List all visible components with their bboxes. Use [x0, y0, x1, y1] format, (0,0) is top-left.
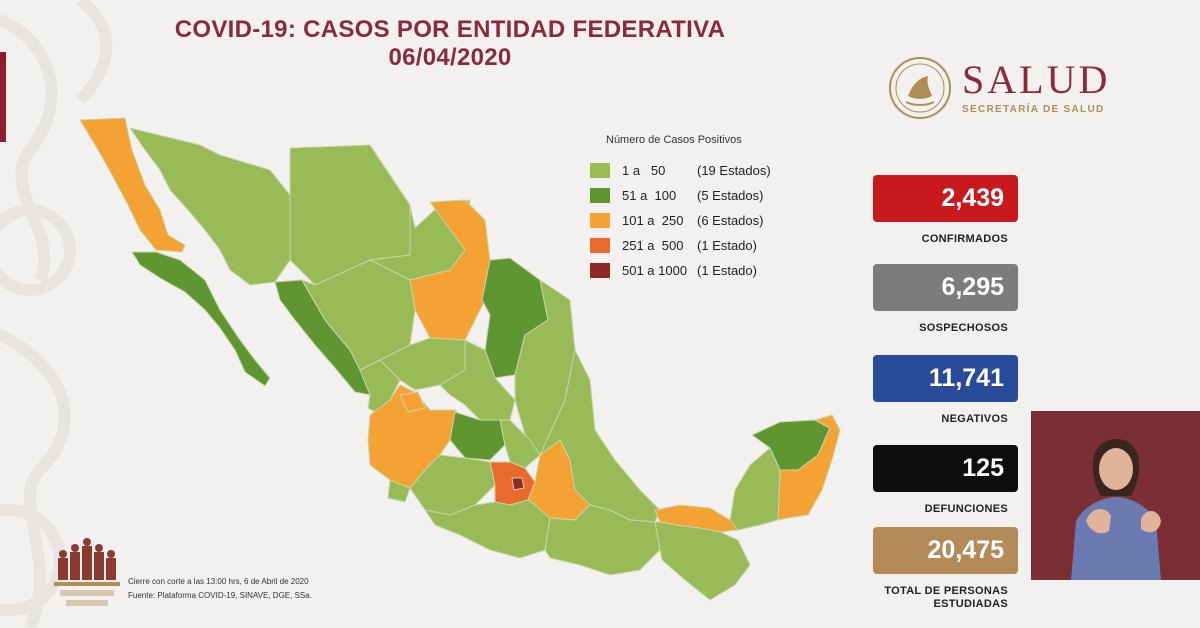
state-aguascalientes — [399, 391, 426, 413]
stat-label: TOTAL DE PERSONAS ESTUDIADAS — [873, 585, 1018, 611]
legend-range: 501 a 1000 — [622, 263, 688, 278]
stat-label-text: SOSPECHOSOS — [919, 322, 1008, 334]
legend-swatch — [590, 163, 610, 178]
stat-label-text-2: ESTUDIADAS — [933, 598, 1008, 610]
mexico-map — [79, 117, 841, 601]
stat-block: 2,439 CONFIRMADOS — [873, 175, 1018, 246]
state-campeche — [729, 447, 781, 531]
legend-swatch — [590, 213, 610, 228]
legend-title: Número de Casos Positivos — [606, 134, 742, 146]
footnote-source: Fuente: Plataforma COVID-19, SINAVE, DGE… — [128, 591, 312, 600]
stat-value: 11,741 — [873, 355, 1018, 402]
legend-item: 251 a 500 (1 Estado) — [590, 233, 820, 258]
stat-label: CONFIRMADOS — [873, 233, 1018, 246]
stat-label-text: CONFIRMADOS — [921, 233, 1008, 245]
brand-name: SALUD — [962, 57, 1111, 102]
legend-range: 51 a 100 — [622, 188, 677, 203]
state-colima — [387, 479, 411, 503]
sign-language-interpreter — [1031, 411, 1200, 580]
legend-item: 1 a 50 (19 Estados) — [590, 158, 820, 183]
page-title: COVID-19: CASOS POR ENTIDAD FEDERATIVA 0… — [150, 16, 750, 72]
legend-count: (19 Estados) — [697, 163, 771, 178]
stat-label-text: TOTAL DE PERSONAS — [884, 585, 1008, 597]
state-cdmx — [511, 477, 525, 491]
stat-block: 11,741 NEGATIVOS — [873, 355, 1018, 426]
left-accent-bar — [0, 52, 6, 142]
legend-count: (6 Estados) — [697, 213, 764, 228]
stat-label: DEFUNCIONES — [873, 503, 1018, 516]
stat-value: 125 — [873, 445, 1018, 492]
legend-swatch — [590, 238, 610, 253]
brand-subtitle: SECRETARÍA DE SALUD — [962, 104, 1105, 115]
stat-value: 2,439 — [873, 175, 1018, 222]
state-baja-california-sur — [131, 251, 271, 387]
title-line-1: COVID-19: CASOS POR ENTIDAD FEDERATIVA — [174, 16, 726, 43]
state-chiapas — [654, 521, 751, 601]
stat-block: 6,295 SOSPECHOSOS — [873, 264, 1018, 335]
stat-value: 6,295 — [873, 264, 1018, 311]
state-baja-california — [79, 117, 186, 253]
legend-item: 51 a 100 (5 Estados) — [590, 183, 820, 208]
legend-count: (5 Estados) — [697, 188, 764, 203]
map-legend: Número de Casos Positivos 1 a 50 (19 Esta… — [590, 134, 820, 283]
historical-figures-logo — [54, 538, 120, 606]
salud-logo: SALUD SECRETARÍA DE SALUD — [888, 56, 1128, 122]
legend-item: 501 a 1000 (1 Estado) — [590, 258, 820, 283]
legend-item: 101 a 250 (6 Estados) — [590, 208, 820, 233]
stat-label-text: DEFUNCIONES — [924, 503, 1008, 515]
legend-count: (1 Estado) — [697, 238, 757, 253]
stat-block: 125 DEFUNCIONES — [873, 445, 1018, 516]
title-date: 06/04/2020 — [388, 44, 512, 71]
stat-label: NEGATIVOS — [873, 413, 1018, 426]
stat-block: 20,475 TOTAL DE PERSONAS ESTUDIADAS — [873, 527, 1018, 611]
stat-label-text: NEGATIVOS — [941, 413, 1008, 425]
legend-range: 1 a 50 — [622, 163, 666, 178]
legend-swatch — [590, 188, 610, 203]
footnote: Cierre con corte a las 13:00 hrs, 6 de A… — [128, 575, 312, 603]
stat-label: SOSPECHOSOS — [873, 322, 1018, 335]
stat-value: 20,475 — [873, 527, 1018, 574]
state-guanajuato — [449, 411, 506, 461]
state-guerrero — [424, 499, 551, 559]
legend-count: (1 Estado) — [697, 263, 757, 278]
footnote-cutoff: Cierre con corte a las 13:00 hrs, 6 de A… — [128, 577, 309, 586]
legend-range: 101 a 250 — [622, 213, 684, 228]
legend-range: 251 a 500 — [622, 238, 684, 253]
state-quintana-roo — [777, 414, 841, 521]
legend-swatch — [590, 263, 610, 278]
state-sonora — [129, 127, 291, 286]
state-hidalgo — [499, 419, 541, 469]
mexico-seal-icon — [889, 57, 951, 119]
